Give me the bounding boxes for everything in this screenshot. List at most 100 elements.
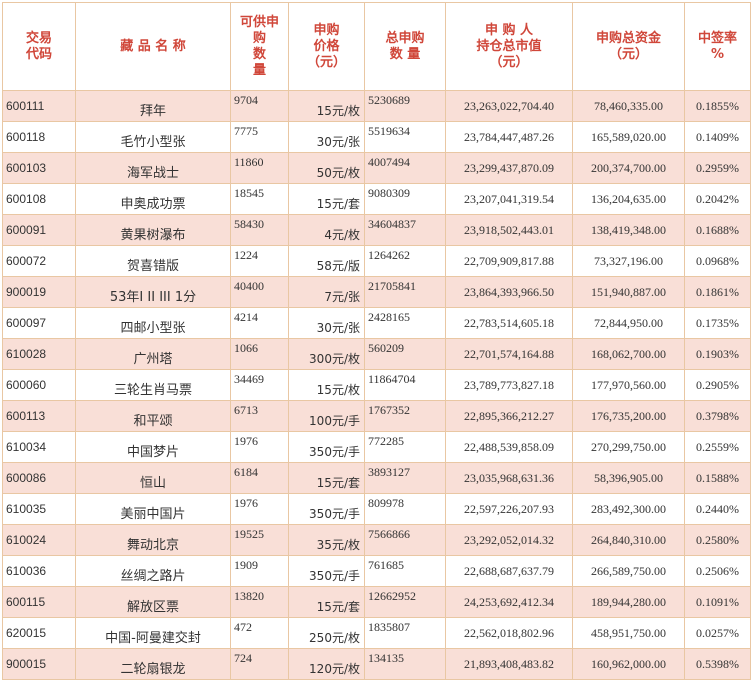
cell-total-qty: 11864704 xyxy=(364,369,446,401)
cell-total-qty: 4007494 xyxy=(364,152,446,184)
cell-rate: 0.3798% xyxy=(684,400,751,432)
cell-holding-value: 21,893,408,483.82 xyxy=(445,648,573,680)
cell-code: 610036 xyxy=(2,555,76,587)
cell-rate: 0.2580% xyxy=(684,524,751,556)
cell-total-funds: 72,844,950.00 xyxy=(572,307,685,339)
cell-name: 拜年 xyxy=(75,90,231,122)
cell-price: 350元/手 xyxy=(288,555,365,587)
cell-available: 1224 xyxy=(230,245,289,277)
table-row: 600103 海军战士 11860 50元/枚 4007494 23,299,437,87… xyxy=(2,152,751,184)
cell-holding-value: 22,488,539,858.09 xyxy=(445,431,573,463)
cell-total-funds: 168,062,700.00 xyxy=(572,338,685,370)
table-row: 600111 拜年 9704 15元/枚 5230689 23,263,022,704.4… xyxy=(2,90,751,122)
cell-name: 二轮扇银龙 xyxy=(75,648,231,680)
cell-available: 1976 xyxy=(230,431,289,463)
cell-total-funds: 176,735,200.00 xyxy=(572,400,685,432)
cell-code: 600118 xyxy=(2,121,76,153)
cell-total-funds: 73,327,196.00 xyxy=(572,245,685,277)
cell-rate: 0.0968% xyxy=(684,245,751,277)
table-row: 600108 申奥成功票 18545 15元/套 9080309 23,207,041,3… xyxy=(2,183,751,215)
cell-total-funds: 189,944,280.00 xyxy=(572,586,685,618)
cell-available: 18545 xyxy=(230,183,289,215)
header-available: 可供申 购 数 量 xyxy=(230,2,289,91)
cell-price: 15元/枚 xyxy=(288,90,365,122)
cell-name: 广州塔 xyxy=(75,338,231,370)
cell-rate: 0.1855% xyxy=(684,90,751,122)
cell-name: 美丽中国片 xyxy=(75,493,231,525)
cell-name: 中国梦片 xyxy=(75,431,231,463)
table-row: 610036 丝绸之路片 1909 350元/手 761685 22,688,687,63… xyxy=(2,555,751,587)
cell-holding-value: 22,597,226,207.93 xyxy=(445,493,573,525)
cell-name: 中国-阿曼建交封 xyxy=(75,617,231,649)
cell-code: 600097 xyxy=(2,307,76,339)
cell-available: 9704 xyxy=(230,90,289,122)
cell-price: 250元/枚 xyxy=(288,617,365,649)
cell-total-qty: 560209 xyxy=(364,338,446,370)
cell-rate: 0.1735% xyxy=(684,307,751,339)
cell-total-funds: 165,589,020.00 xyxy=(572,121,685,153)
cell-holding-value: 23,789,773,827.18 xyxy=(445,369,573,401)
cell-total-funds: 177,970,560.00 xyxy=(572,369,685,401)
cell-available: 6713 xyxy=(230,400,289,432)
cell-total-funds: 151,940,887.00 xyxy=(572,276,685,308)
cell-total-funds: 458,951,750.00 xyxy=(572,617,685,649)
cell-code: 600086 xyxy=(2,462,76,494)
cell-price: 7元/张 xyxy=(288,276,365,308)
cell-price: 100元/手 xyxy=(288,400,365,432)
cell-code: 900019 xyxy=(2,276,76,308)
cell-holding-value: 22,701,574,164.88 xyxy=(445,338,573,370)
cell-price: 35元/枚 xyxy=(288,524,365,556)
cell-available: 1909 xyxy=(230,555,289,587)
table-row: 600113 和平颂 6713 100元/手 1767352 22,895,366,212… xyxy=(2,400,751,432)
cell-name: 四邮小型张 xyxy=(75,307,231,339)
header-row: 交易 代码 藏 品 名 称 可供申 购 数 量 申购 价格 （元） 总申购 数 … xyxy=(2,2,751,91)
table-header: 交易 代码 藏 品 名 称 可供申 购 数 量 申购 价格 （元） 总申购 数 … xyxy=(2,2,751,91)
cell-price: 30元/张 xyxy=(288,121,365,153)
cell-price: 15元/枚 xyxy=(288,369,365,401)
cell-code: 610028 xyxy=(2,338,76,370)
cell-total-qty: 134135 xyxy=(364,648,446,680)
cell-available: 11860 xyxy=(230,152,289,184)
cell-name: 丝绸之路片 xyxy=(75,555,231,587)
cell-price: 4元/枚 xyxy=(288,214,365,246)
table-body: 600111 拜年 9704 15元/枚 5230689 23,263,022,704.4… xyxy=(2,90,751,680)
cell-holding-value: 22,688,687,637.79 xyxy=(445,555,573,587)
cell-rate: 0.1861% xyxy=(684,276,751,308)
cell-available: 34469 xyxy=(230,369,289,401)
table-row: 600115 解放区票 13820 15元/套 12662952 24,253,692,4… xyxy=(2,586,751,618)
cell-total-funds: 58,396,905.00 xyxy=(572,462,685,494)
cell-rate: 0.1409% xyxy=(684,121,751,153)
header-holding-value: 申 购 人 持仓总市值 （元） xyxy=(445,2,573,91)
cell-name: 毛竹小型张 xyxy=(75,121,231,153)
table-row: 610024 舞动北京 19525 35元/枚 7566866 23,292,052,01… xyxy=(2,524,751,556)
cell-rate: 0.2559% xyxy=(684,431,751,463)
cell-name: 贺喜错版 xyxy=(75,245,231,277)
cell-total-qty: 3893127 xyxy=(364,462,446,494)
cell-holding-value: 23,207,041,319.54 xyxy=(445,183,573,215)
cell-name: 申奥成功票 xyxy=(75,183,231,215)
cell-available: 13820 xyxy=(230,586,289,618)
cell-holding-value: 24,253,692,412.34 xyxy=(445,586,573,618)
cell-code: 610035 xyxy=(2,493,76,525)
cell-holding-value: 23,784,447,487.26 xyxy=(445,121,573,153)
cell-holding-value: 23,299,437,870.09 xyxy=(445,152,573,184)
cell-available: 724 xyxy=(230,648,289,680)
table-row: 600118 毛竹小型张 7775 30元/张 5519634 23,784,447,48… xyxy=(2,121,751,153)
cell-available: 7775 xyxy=(230,121,289,153)
header-price: 申购 价格 （元） xyxy=(288,2,365,91)
cell-price: 15元/套 xyxy=(288,183,365,215)
cell-available: 1066 xyxy=(230,338,289,370)
cell-rate: 0.1588% xyxy=(684,462,751,494)
cell-holding-value: 23,864,393,966.50 xyxy=(445,276,573,308)
cell-price: 300元/枚 xyxy=(288,338,365,370)
cell-price: 350元/手 xyxy=(288,493,365,525)
cell-rate: 0.2506% xyxy=(684,555,751,587)
cell-price: 50元/枚 xyxy=(288,152,365,184)
cell-total-funds: 138,419,348.00 xyxy=(572,214,685,246)
cell-holding-value: 22,783,514,605.18 xyxy=(445,307,573,339)
cell-rate: 0.1091% xyxy=(684,586,751,618)
cell-total-qty: 809978 xyxy=(364,493,446,525)
cell-available: 40400 xyxy=(230,276,289,308)
cell-code: 600113 xyxy=(2,400,76,432)
